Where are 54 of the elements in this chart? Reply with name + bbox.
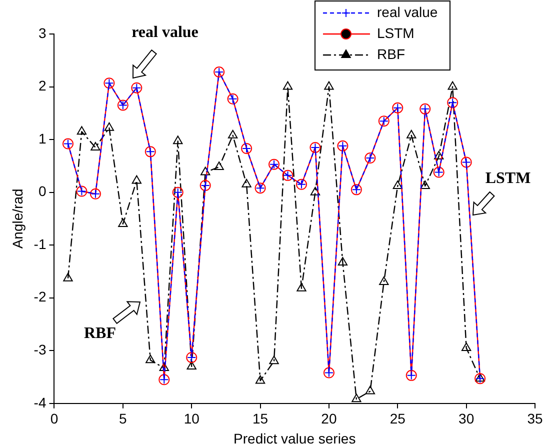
point (242, 178, 252, 188)
y-tick-label: 3 (38, 24, 46, 41)
point (392, 180, 402, 189)
y-axis-title: Angle/rad (9, 188, 26, 249)
point (228, 130, 238, 138)
x-tick-label: 35 (527, 410, 543, 427)
point (200, 166, 210, 176)
point (173, 136, 183, 144)
x-tick-label: 30 (458, 410, 474, 427)
point (186, 360, 196, 370)
point (352, 394, 362, 402)
x-tick-label: 5 (119, 410, 128, 427)
point (255, 375, 266, 384)
annotation: real value (132, 24, 198, 42)
point (269, 356, 279, 364)
point (146, 354, 156, 364)
legend-label: RBF (377, 46, 405, 62)
point (420, 180, 430, 189)
point (461, 342, 472, 351)
point (282, 81, 293, 90)
x-tick-label: 0 (50, 410, 58, 427)
point (365, 386, 375, 394)
point (76, 126, 87, 135)
legend-label: real value (377, 4, 438, 20)
x-tick-label: 15 (252, 410, 268, 427)
point (310, 186, 320, 196)
point (296, 282, 306, 292)
point (90, 142, 100, 150)
y-tick-label: 1 (38, 130, 46, 146)
point (118, 218, 128, 227)
point (324, 81, 334, 90)
point (104, 122, 114, 131)
point (214, 161, 224, 170)
y-tick-label: 2 (38, 78, 46, 94)
y-tick-label: -1 (34, 236, 46, 252)
x-tick-label: 10 (184, 410, 200, 427)
point (406, 130, 416, 138)
y-tick-label: -3 (34, 341, 46, 358)
x-tick-label: 20 (321, 410, 337, 427)
point (63, 272, 73, 282)
point (448, 81, 458, 90)
annotation: LSTM (485, 170, 531, 188)
point (379, 276, 389, 286)
y-tick-label: -2 (34, 288, 46, 305)
y-tick-label: 0 (38, 183, 46, 200)
point (159, 362, 169, 372)
point (338, 257, 348, 266)
point (132, 175, 142, 184)
x-tick-label: 25 (390, 410, 406, 427)
legend-label: LSTM (377, 24, 414, 41)
point (434, 150, 444, 160)
annotation: RBF (84, 325, 116, 343)
x-axis-title: Predict value series (234, 430, 356, 446)
y-tick-label: -4 (34, 394, 46, 410)
